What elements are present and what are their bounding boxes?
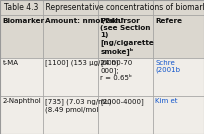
- Bar: [43, 15, 98, 58]
- Bar: [98, 58, 153, 96]
- Bar: [43, 0, 98, 15]
- Bar: [153, 58, 204, 96]
- Text: [735] (7.03 ng/mL)
(8.49 pmol/mol: [735] (7.03 ng/mL) (8.49 pmol/mol: [45, 98, 112, 113]
- Text: Kim et: Kim et: [155, 98, 178, 105]
- Bar: [0, 0, 43, 15]
- Bar: [0, 96, 43, 134]
- Bar: [43, 96, 98, 134]
- Bar: [43, 58, 98, 96]
- Bar: [0, 58, 43, 96]
- Bar: [98, 15, 153, 58]
- Text: [1100] (153 μg/24 h): [1100] (153 μg/24 h): [45, 60, 119, 66]
- Text: Biomarker: Biomarker: [2, 18, 44, 24]
- Text: Amount: nmol/24hᵃ: Amount: nmol/24hᵃ: [45, 18, 124, 24]
- Text: [6000-70
000];
r = 0.65ᵇ: [6000-70 000]; r = 0.65ᵇ: [100, 60, 133, 81]
- Text: Table 4.3   Representative concentrations of biomarkers in u: Table 4.3 Representative concentrations …: [4, 3, 204, 12]
- Text: t-MA: t-MA: [2, 60, 18, 66]
- Bar: [153, 96, 204, 134]
- Text: Refere: Refere: [155, 18, 182, 24]
- Bar: [98, 0, 153, 15]
- Bar: [0, 15, 43, 58]
- Text: Precursor
(see Section
1)
[ng/cigarette
smoke]ᵇ: Precursor (see Section 1) [ng/cigarette …: [100, 18, 154, 55]
- Bar: [153, 0, 204, 15]
- Bar: [98, 96, 153, 134]
- Text: Schre
(2001b: Schre (2001b: [155, 60, 181, 73]
- Text: 2-Naphthol: 2-Naphthol: [2, 98, 41, 105]
- Bar: [153, 15, 204, 58]
- Text: [2000-4000]: [2000-4000]: [100, 98, 144, 105]
